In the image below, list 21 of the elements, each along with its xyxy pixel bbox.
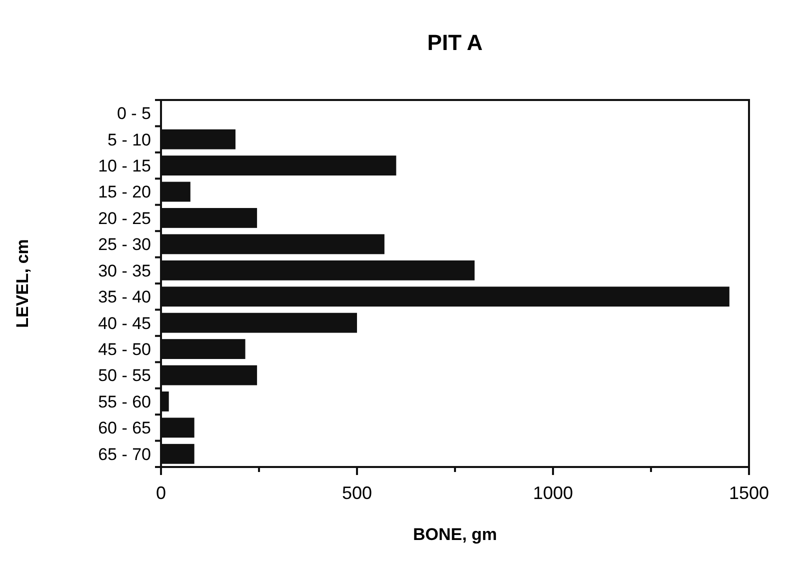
x-axis-title: BONE, gm (412, 525, 498, 544)
x-tick-label: 500 (342, 483, 372, 503)
y-tick-label: 50 - 55 (98, 366, 151, 386)
y-tick-label: 10 - 15 (98, 156, 151, 176)
y-tick-label: 15 - 20 (98, 182, 151, 202)
y-tick-label: 0 - 5 (116, 104, 151, 124)
x-tick-label: 1500 (728, 483, 770, 503)
y-tick-label: 45 - 50 (98, 340, 151, 359)
y-tick-label: 30 - 35 (98, 261, 151, 280)
y-tick-label: 20 - 25 (98, 208, 151, 228)
x-tick-label: 0 (156, 483, 166, 503)
y-axis-title: LEVEL, cm (13, 239, 32, 328)
y-tick-label: 40 - 45 (98, 314, 151, 333)
y-tick-label: 25 - 30 (98, 235, 151, 254)
x-tick-label: 1000 (532, 483, 574, 503)
y-tick-label: 5 - 10 (108, 130, 151, 150)
y-tick-label: 60 - 65 (98, 418, 151, 438)
y-tick-label: 35 - 40 (98, 288, 151, 307)
y-tick-label: 55 - 60 (98, 392, 151, 412)
chart-title: PIT A (427, 30, 483, 55)
y-tick-label: 65 - 70 (98, 444, 151, 464)
